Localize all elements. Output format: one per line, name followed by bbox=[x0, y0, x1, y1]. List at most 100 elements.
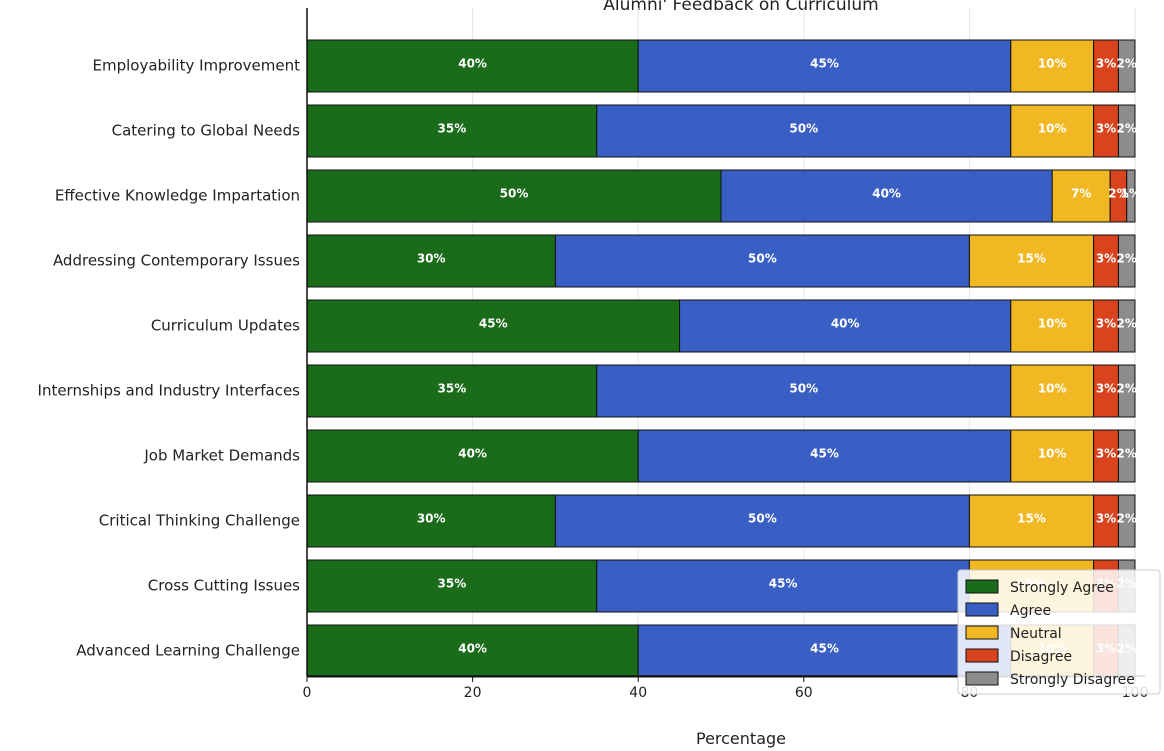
data-label: 2% bbox=[1117, 447, 1137, 461]
bar-segment bbox=[1126, 169, 1136, 223]
legend-label: Agree bbox=[1010, 603, 1051, 619]
data-label: 2% bbox=[1108, 187, 1128, 201]
bar-segment bbox=[596, 559, 970, 613]
category-label: Effective Knowledge Impartation bbox=[55, 187, 300, 205]
bar-segment bbox=[1117, 39, 1136, 93]
bar-segment bbox=[968, 494, 1095, 548]
legend-label: Disagree bbox=[1010, 649, 1072, 665]
x-tick-label: 0 bbox=[303, 685, 312, 701]
data-label: 3% bbox=[1096, 382, 1116, 396]
data-label: 3% bbox=[1096, 317, 1116, 331]
bar-segment bbox=[554, 234, 970, 288]
data-label: 2% bbox=[1117, 252, 1137, 266]
bar-segment bbox=[1117, 299, 1136, 353]
data-label: 40% bbox=[458, 447, 487, 461]
bar-segment bbox=[306, 429, 639, 483]
data-label: 50% bbox=[789, 382, 818, 396]
legend-swatch bbox=[965, 579, 999, 594]
bar-segment bbox=[1051, 169, 1111, 223]
chart-title: Alumni' Feedback on Curriculum bbox=[603, 0, 878, 15]
data-label: 30% bbox=[417, 512, 446, 526]
data-label: 45% bbox=[810, 642, 839, 656]
data-label: 15% bbox=[1017, 512, 1046, 526]
data-label: 3% bbox=[1096, 512, 1116, 526]
legend-swatch bbox=[965, 648, 999, 663]
category-labels: Employability Improvement Catering to Glo… bbox=[38, 57, 301, 660]
data-label: 10% bbox=[1038, 447, 1067, 461]
x-tick-label: 20 bbox=[464, 685, 482, 701]
data-label: 3% bbox=[1096, 447, 1116, 461]
x-axis-label: Percentage bbox=[696, 729, 786, 748]
bar-segment bbox=[1093, 39, 1119, 93]
bar-segment bbox=[1010, 299, 1095, 353]
data-label: 45% bbox=[769, 577, 798, 591]
bar-segment bbox=[968, 234, 1095, 288]
data-label: 45% bbox=[810, 57, 839, 71]
bar-segment bbox=[1010, 429, 1095, 483]
bar-segment bbox=[679, 299, 1012, 353]
data-label: 50% bbox=[748, 252, 777, 266]
category-label: Curriculum Updates bbox=[151, 317, 300, 335]
data-label: 45% bbox=[479, 317, 508, 331]
category-label: Advanced Learning Challenge bbox=[76, 642, 300, 660]
data-label: 3% bbox=[1096, 122, 1116, 136]
bar-segment bbox=[306, 234, 556, 288]
bar-segment bbox=[306, 104, 598, 158]
bar-segment bbox=[306, 494, 556, 548]
bar-segment bbox=[1117, 234, 1136, 288]
data-label: 2% bbox=[1117, 317, 1137, 331]
data-label: 50% bbox=[500, 187, 529, 201]
data-label: 35% bbox=[438, 122, 467, 136]
bar-segment bbox=[637, 429, 1012, 483]
legend: Strongly Agree Agree Neutral Disagree Strong… bbox=[957, 569, 1161, 695]
category-label: Cross Cutting Issues bbox=[148, 577, 300, 595]
legend-label: Strongly Disagree bbox=[1010, 672, 1135, 688]
data-label: 10% bbox=[1038, 122, 1067, 136]
data-label: 2% bbox=[1117, 57, 1137, 71]
data-label: 7% bbox=[1071, 187, 1091, 201]
bar-segment bbox=[1093, 234, 1119, 288]
data-label: 50% bbox=[748, 512, 777, 526]
bar-segment bbox=[1117, 494, 1136, 548]
legend-box bbox=[957, 569, 1161, 695]
bar-segment bbox=[306, 299, 681, 353]
category-label: Catering to Global Needs bbox=[112, 122, 301, 140]
bar-segment bbox=[1117, 364, 1136, 418]
data-label: 3% bbox=[1096, 252, 1116, 266]
data-label: 40% bbox=[831, 317, 860, 331]
bar-segment bbox=[306, 364, 598, 418]
bar-segment bbox=[637, 624, 1012, 678]
legend-label: Neutral bbox=[1010, 626, 1062, 642]
bar-segment bbox=[306, 39, 639, 93]
category-label: Addressing Contemporary Issues bbox=[53, 252, 300, 270]
bar-segment bbox=[596, 364, 1012, 418]
category-label: Critical Thinking Challenge bbox=[99, 512, 300, 530]
category-label: Employability Improvement bbox=[93, 57, 301, 75]
data-label: 3% bbox=[1096, 57, 1116, 71]
data-label: 10% bbox=[1038, 317, 1067, 331]
legend-swatch bbox=[965, 671, 999, 686]
data-label: 40% bbox=[458, 642, 487, 656]
data-label: 15% bbox=[1017, 252, 1046, 266]
data-label: 35% bbox=[438, 577, 467, 591]
data-label: 40% bbox=[458, 57, 487, 71]
x-tick-label: 40 bbox=[629, 685, 647, 701]
category-label: Job Market Demands bbox=[143, 447, 300, 465]
x-tick-label: 60 bbox=[795, 685, 813, 701]
bar-segment bbox=[720, 169, 1053, 223]
legend-swatch bbox=[965, 625, 999, 640]
legend-swatch bbox=[965, 602, 999, 617]
bar-segment bbox=[1117, 104, 1136, 158]
bar-segment bbox=[554, 494, 970, 548]
bar-segment bbox=[596, 104, 1012, 158]
bar-segment bbox=[1010, 104, 1095, 158]
data-label: 1% bbox=[1121, 187, 1141, 201]
bar-segment bbox=[1093, 299, 1119, 353]
data-label: 45% bbox=[810, 447, 839, 461]
bar-segment bbox=[306, 169, 722, 223]
data-label: 40% bbox=[872, 187, 901, 201]
bar-segment bbox=[1010, 364, 1095, 418]
data-label: 10% bbox=[1038, 57, 1067, 71]
bar-segment bbox=[1117, 429, 1136, 483]
